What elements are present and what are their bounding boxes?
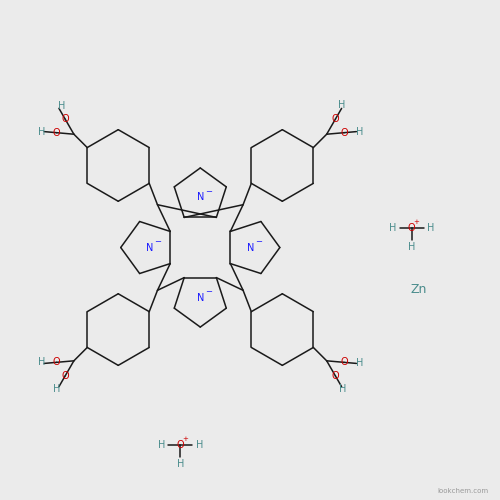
Text: O: O — [52, 128, 60, 138]
Text: N: N — [247, 242, 254, 252]
Text: H: H — [338, 100, 345, 110]
Text: +: + — [182, 436, 188, 442]
Text: H: H — [58, 101, 65, 111]
Text: H: H — [408, 242, 416, 252]
Text: O: O — [408, 222, 416, 232]
Text: O: O — [340, 128, 348, 138]
Text: N: N — [196, 192, 204, 202]
Text: H: H — [176, 459, 184, 469]
Text: H: H — [356, 358, 364, 368]
Text: O: O — [332, 371, 339, 381]
Text: O: O — [62, 371, 69, 381]
Text: −: − — [154, 237, 162, 246]
Text: H: H — [53, 384, 60, 394]
Text: O: O — [52, 358, 60, 368]
Text: N: N — [196, 292, 204, 302]
Text: −: − — [204, 187, 212, 196]
Text: O: O — [176, 440, 184, 450]
Text: H: H — [340, 384, 347, 394]
Text: H: H — [158, 440, 165, 450]
Text: N: N — [146, 242, 154, 252]
Text: H: H — [389, 222, 396, 232]
Text: Zn: Zn — [411, 284, 427, 296]
Text: +: + — [414, 218, 420, 224]
Text: H: H — [38, 357, 46, 367]
Text: H: H — [196, 440, 203, 450]
Text: H: H — [356, 126, 364, 136]
Text: H: H — [38, 126, 46, 136]
Text: O: O — [332, 114, 339, 124]
Text: H: H — [427, 222, 434, 232]
Text: O: O — [62, 114, 69, 124]
Text: O: O — [340, 358, 348, 368]
Text: −: − — [204, 288, 212, 296]
Text: lookchem.com: lookchem.com — [438, 488, 488, 494]
Text: −: − — [255, 237, 262, 246]
